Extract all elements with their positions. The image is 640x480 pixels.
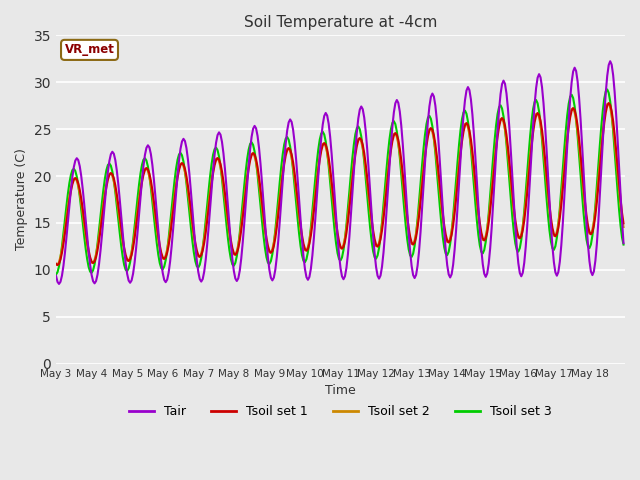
Text: VR_met: VR_met [65,43,115,56]
X-axis label: Time: Time [325,384,356,397]
Y-axis label: Temperature (C): Temperature (C) [15,149,28,251]
Legend: Tair, Tsoil set 1, Tsoil set 2, Tsoil set 3: Tair, Tsoil set 1, Tsoil set 2, Tsoil se… [124,400,557,423]
Title: Soil Temperature at -4cm: Soil Temperature at -4cm [244,15,437,30]
